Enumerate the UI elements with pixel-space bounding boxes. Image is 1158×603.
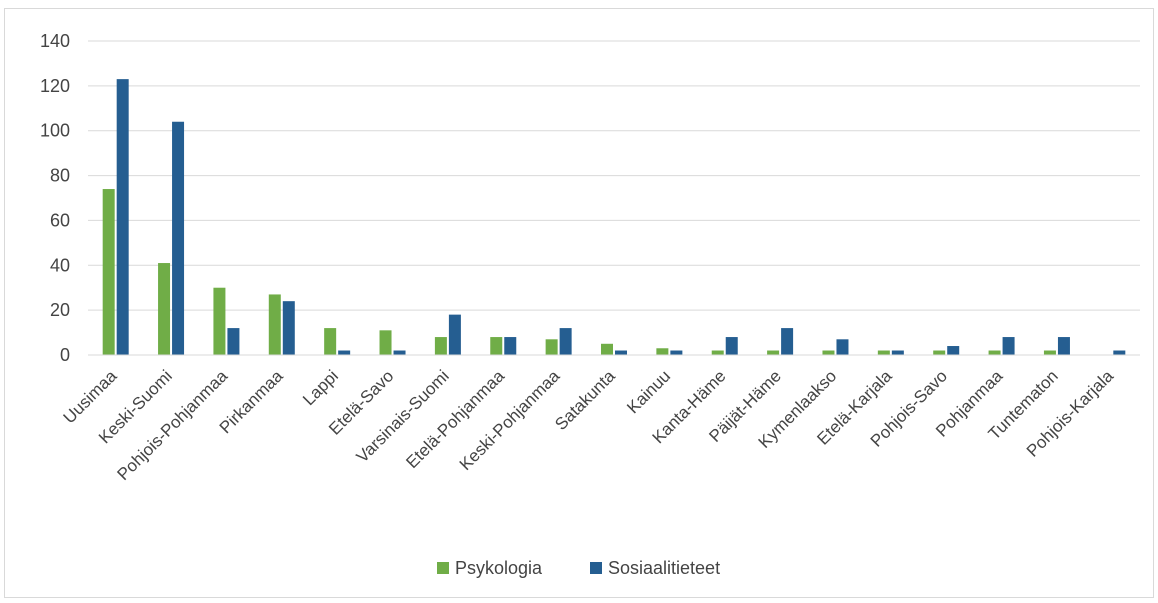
bar-psykologia (324, 328, 337, 355)
bar-psykologia (1043, 350, 1056, 355)
legend-label: Sosiaalitieteet (608, 558, 720, 578)
bar-psykologia (711, 350, 724, 355)
bar-sosiaalitieteet (725, 337, 738, 355)
x-tick-label: Etelä-Pohjanmaa (402, 366, 508, 472)
bars (102, 79, 1126, 355)
bar-sosiaalitieteet (836, 339, 849, 355)
legend-label: Psykologia (455, 558, 543, 578)
bar-psykologia (767, 350, 780, 355)
legend: Psykologia Sosiaalitieteet (437, 558, 720, 578)
bar-sosiaalitieteet (1113, 350, 1126, 355)
bar-psykologia (490, 337, 503, 355)
bar-sosiaalitieteet (891, 350, 904, 355)
bar-sosiaalitieteet (1057, 337, 1070, 355)
bar-psykologia (933, 350, 946, 355)
bar-psykologia (656, 348, 669, 355)
bar-psykologia (213, 287, 226, 355)
gridlines (88, 40, 1140, 311)
bar-psykologia (545, 339, 558, 355)
y-tick-label: 120 (40, 76, 70, 96)
x-axis-labels: UusimaaKeski-SuomiPohjois-PohjanmaaPirka… (60, 366, 1118, 484)
bar-psykologia (158, 263, 171, 355)
y-tick-label: 20 (50, 300, 70, 320)
bar-sosiaalitieteet (781, 328, 794, 355)
legend-swatch (590, 562, 602, 574)
y-tick-label: 0 (60, 345, 70, 365)
x-tick-label: Keski-Pohjanmaa (456, 366, 564, 474)
bar-psykologia (434, 337, 447, 355)
bar-psykologia (877, 350, 890, 355)
bar-sosiaalitieteet (670, 350, 683, 355)
bar-sosiaalitieteet (448, 314, 461, 355)
y-tick-label: 40 (50, 255, 70, 275)
x-tick-label: Pohjois-Pohjanmaa (114, 366, 232, 484)
y-tick-label: 80 (50, 166, 70, 186)
bar-sosiaalitieteet (615, 350, 627, 355)
bar-sosiaalitieteet (116, 79, 129, 355)
x-tick-label: Kainuu (623, 366, 674, 417)
bar-sosiaalitieteet (559, 328, 572, 355)
bar-sosiaalitieteet (227, 328, 240, 355)
bar-sosiaalitieteet (282, 301, 295, 355)
chart-frame (4, 8, 1154, 598)
bar-sosiaalitieteet (338, 350, 351, 355)
x-tick-label: Satakunta (551, 366, 619, 434)
bar-psykologia (988, 350, 1001, 355)
bar-sosiaalitieteet (1002, 337, 1015, 355)
bar-sosiaalitieteet (504, 337, 517, 355)
y-tick-label: 100 (40, 121, 70, 141)
bar-psykologia (268, 294, 281, 355)
bar-sosiaalitieteet (393, 350, 406, 355)
bar-sosiaalitieteet (172, 121, 185, 355)
bar-psykologia (102, 189, 115, 355)
bar-sosiaalitieteet (947, 346, 960, 355)
bar-psykologia (601, 343, 613, 355)
y-tick-label: 60 (50, 210, 70, 230)
y-axis-labels: 0 20 40 60 80 100 120 140 (40, 31, 70, 365)
legend-swatch (437, 562, 449, 574)
bar-psykologia (379, 330, 392, 355)
x-tick-label: Lappi (299, 366, 342, 409)
bar-psykologia (822, 350, 835, 355)
y-tick-label: 140 (40, 31, 70, 51)
